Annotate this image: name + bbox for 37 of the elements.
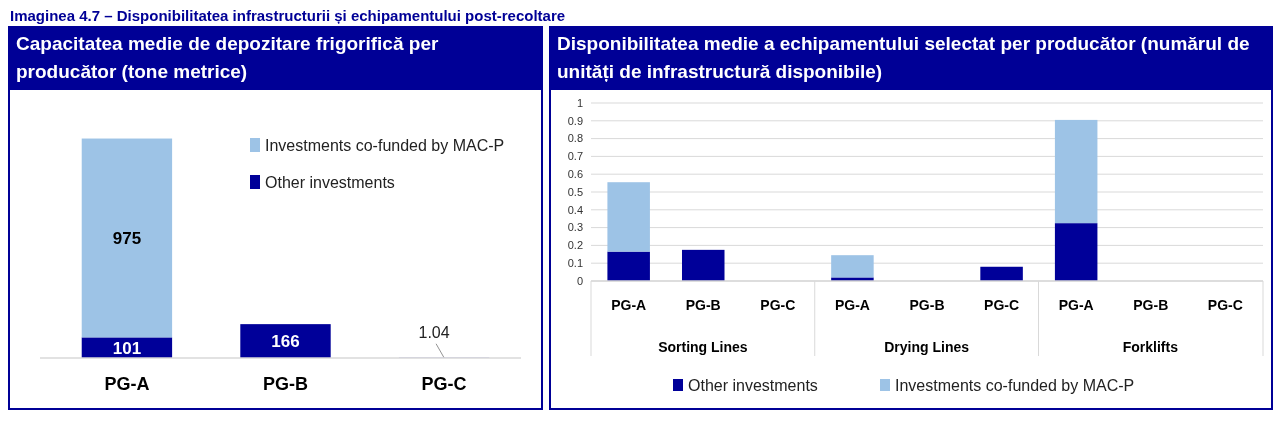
text: Forklifts [1122,339,1179,355]
x-tick-label: PG-C [984,297,1020,313]
legend-label: Other investments [688,376,818,394]
y-tick-label: 0.9 [567,114,583,127]
text: Drying Lines [884,339,970,355]
x-tick-label: PG-B [909,297,945,313]
x-tick-label: PG-A [104,374,150,394]
text: Imaginea 4.7 – Disponibilitatea infrastructurii și echipamentului post-recoltare [10,7,567,24]
text: Sorting Lines [658,339,748,355]
x-tick-label: PG-C [421,374,467,394]
y-tick-label: 0.7 [567,150,583,163]
chart-title: Capacitatea medie de depozitare frigorifică per producător (tone metrice) [10,26,541,90]
x-tick-label: PG-A [611,297,647,313]
data-label: 166 [271,332,300,352]
y-tick-label: 0 [576,274,583,287]
y-tick-label: 0.2 [567,239,583,252]
legend-label: Other investments [265,173,395,191]
y-tick-label: 0.4 [567,203,583,216]
data-label: 101 [112,338,142,358]
y-tick-label: 1 [576,96,583,109]
legend-label: Investments co-funded by MAC-P [895,376,1135,394]
y-tick-label: 0.5 [567,185,583,198]
x-tick-label: PG-C [760,297,796,313]
x-tick-label: PG-C [1207,297,1243,313]
x-tick-label: PG-A [1058,297,1094,313]
y-tick-label: 0.3 [567,221,583,234]
y-tick-label: 0.1 [567,257,583,270]
y-tick-label: 0.6 [567,168,583,181]
chart-title: Disponibilitatea medie a echipamentului selectat per producător (numărul de unități de infrastructură disponibile) [551,26,1271,90]
x-tick-label: PG-B [685,297,721,313]
legend-label: Investments co-funded by MAC-P [265,136,505,154]
x-tick-label: PG-B [263,374,308,394]
data-label: 1.04 [418,323,450,341]
y-tick-label: 0.8 [567,132,583,145]
x-tick-label: PG-B [1133,297,1169,313]
data-label: 975 [112,228,142,248]
x-tick-label: PG-A [834,297,870,313]
